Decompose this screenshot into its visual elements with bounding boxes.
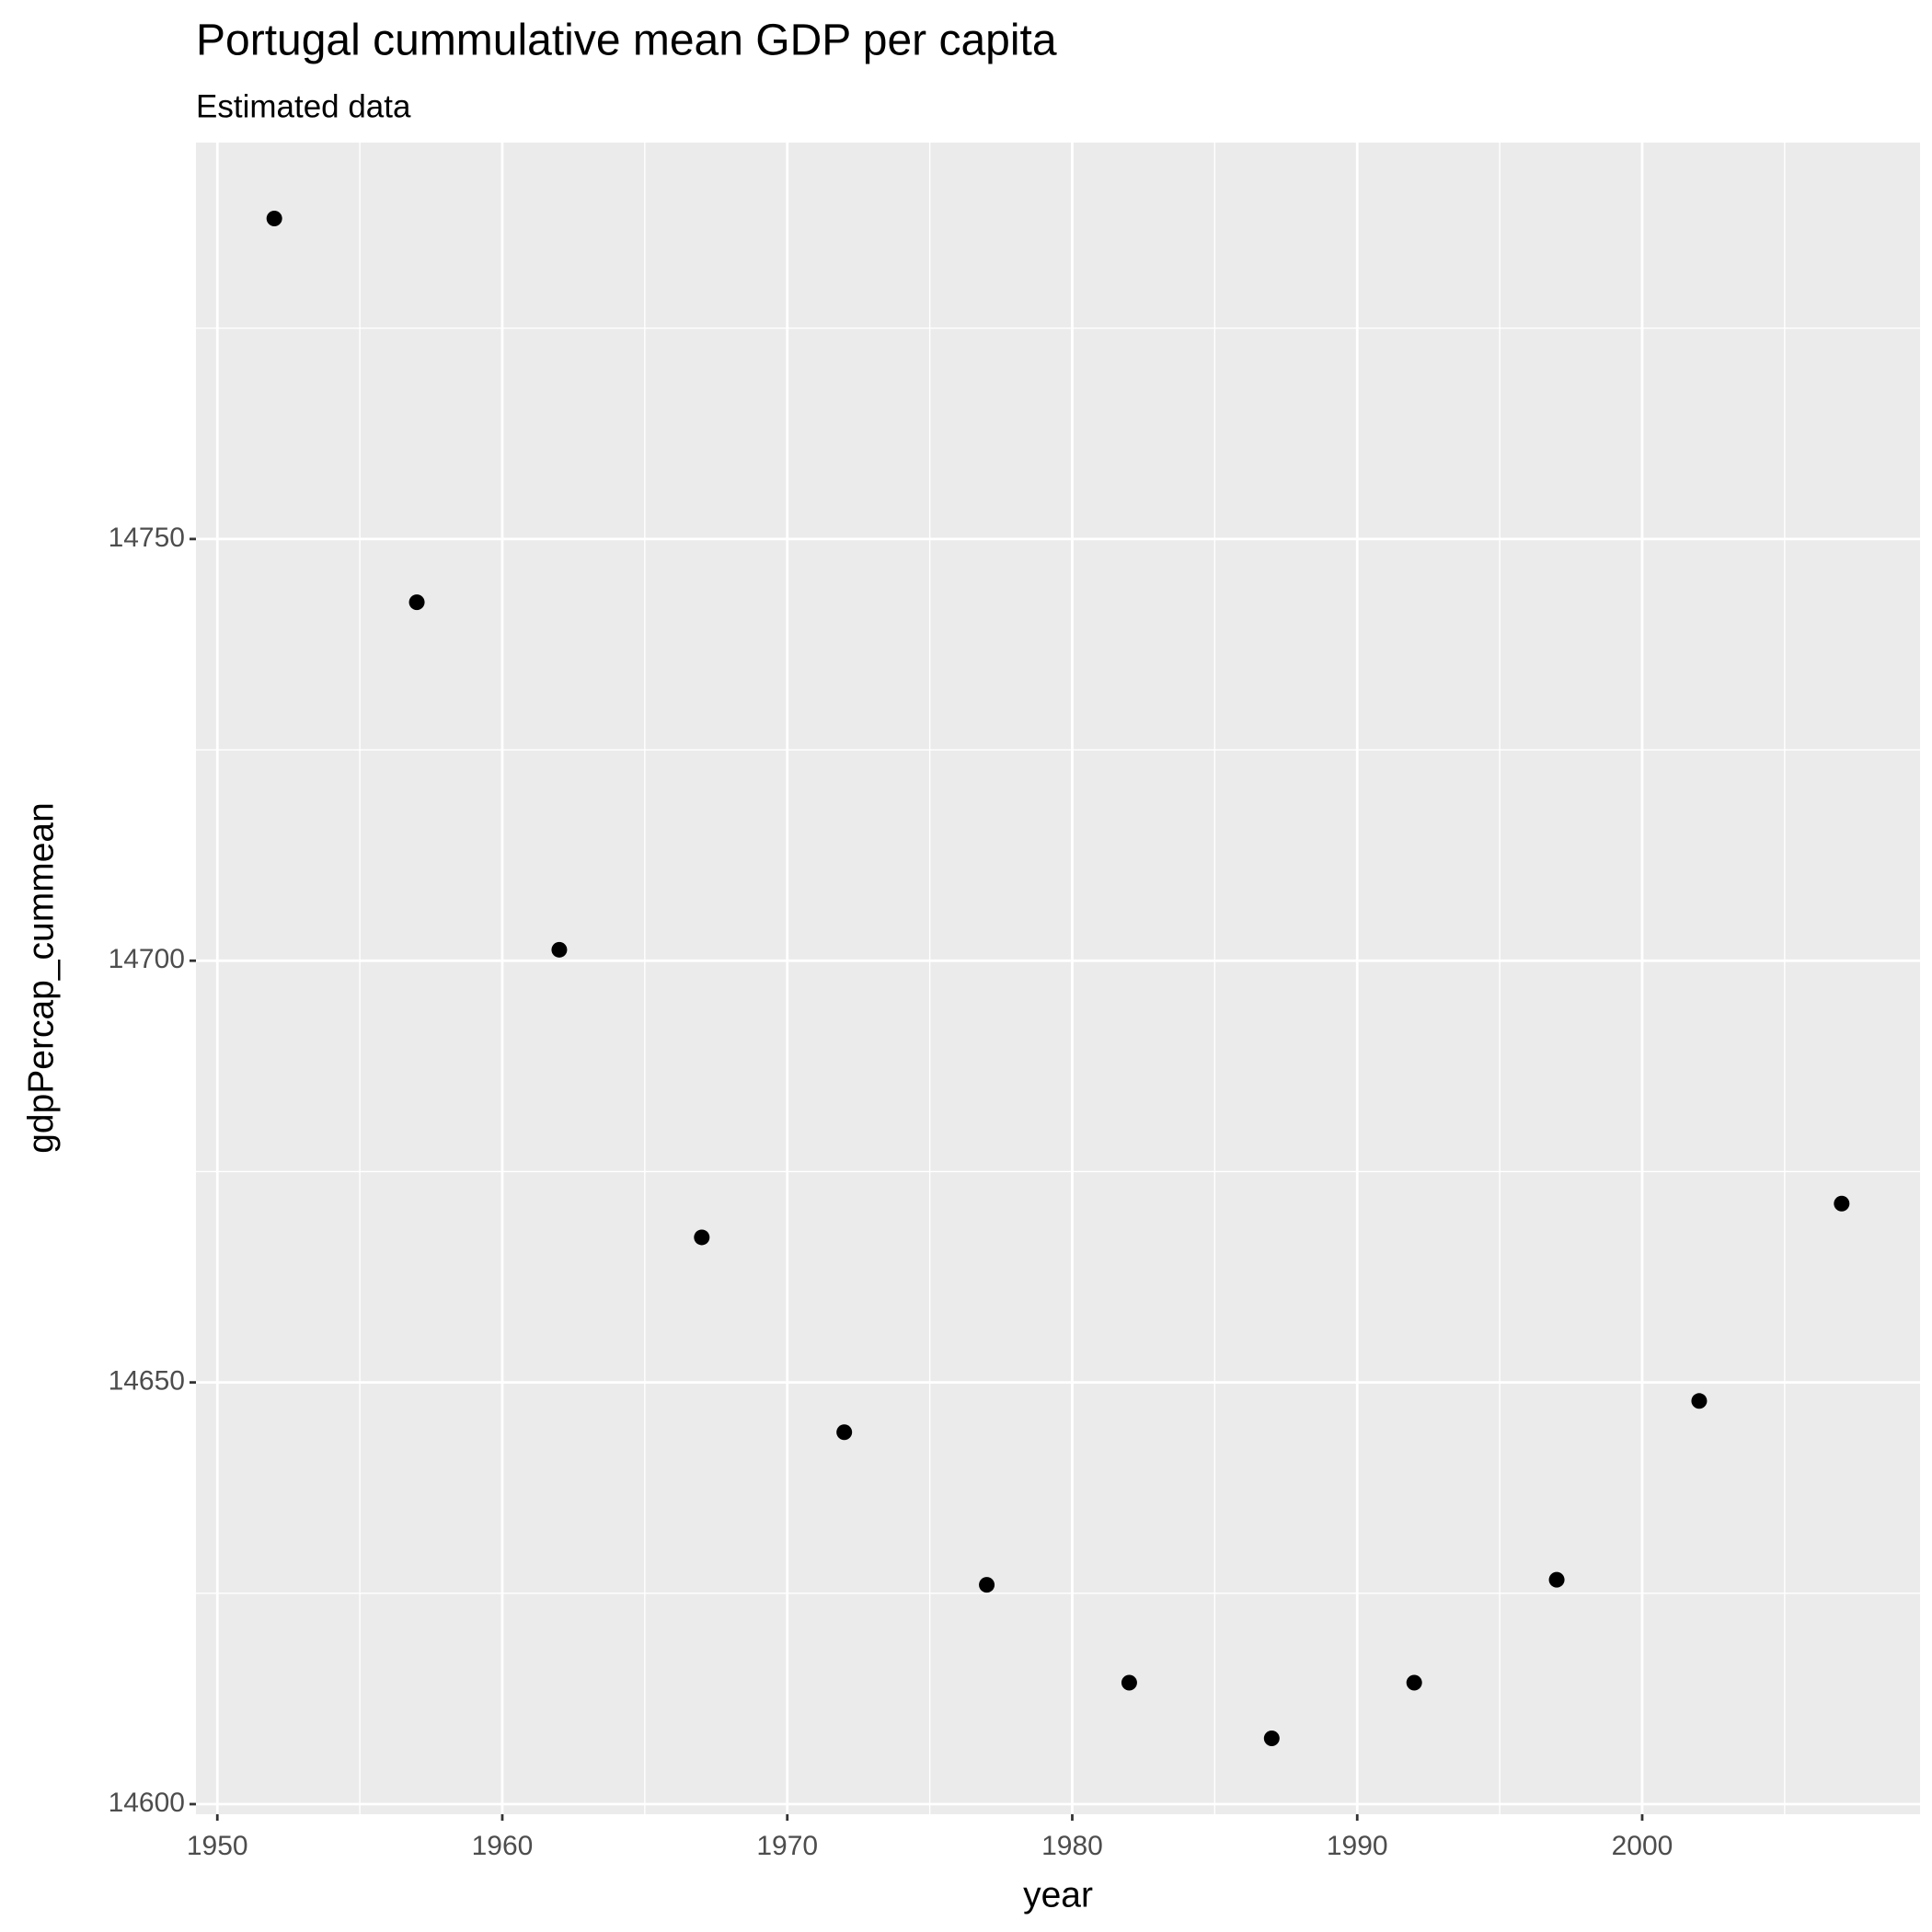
point — [1406, 1674, 1422, 1691]
plot-panel — [196, 143, 1920, 1814]
point — [1121, 1674, 1137, 1691]
chart-subtitle: Estimated data — [196, 88, 411, 124]
point — [1263, 1730, 1280, 1746]
y-tick-label: 14600 — [109, 1788, 185, 1818]
x-tick-label: 1950 — [187, 1831, 248, 1861]
grid — [196, 143, 1920, 1814]
chart-title: Portugal cummulative mean GDP per capita — [196, 17, 1057, 65]
point — [1548, 1571, 1565, 1588]
point — [836, 1424, 853, 1441]
x-axis-title: year — [1023, 1875, 1093, 1915]
x-tick-label: 1980 — [1041, 1831, 1103, 1861]
y-tick-label: 14650 — [109, 1366, 185, 1397]
x-tick-label: 1960 — [472, 1831, 534, 1861]
point — [979, 1577, 995, 1593]
point — [694, 1229, 710, 1246]
y-tick-label: 14700 — [109, 944, 185, 974]
y-tick-label: 14750 — [109, 523, 185, 553]
point — [1834, 1195, 1850, 1212]
point — [1691, 1393, 1708, 1409]
x-tick-label: 2000 — [1612, 1831, 1673, 1861]
points — [266, 211, 1850, 1746]
x-tick-label: 1990 — [1327, 1831, 1388, 1861]
point — [408, 594, 425, 611]
x-tick-label: 1970 — [756, 1831, 818, 1861]
y-axis-title: gdpPercap_cummean — [21, 802, 61, 1154]
point — [266, 211, 282, 227]
point — [551, 941, 568, 958]
